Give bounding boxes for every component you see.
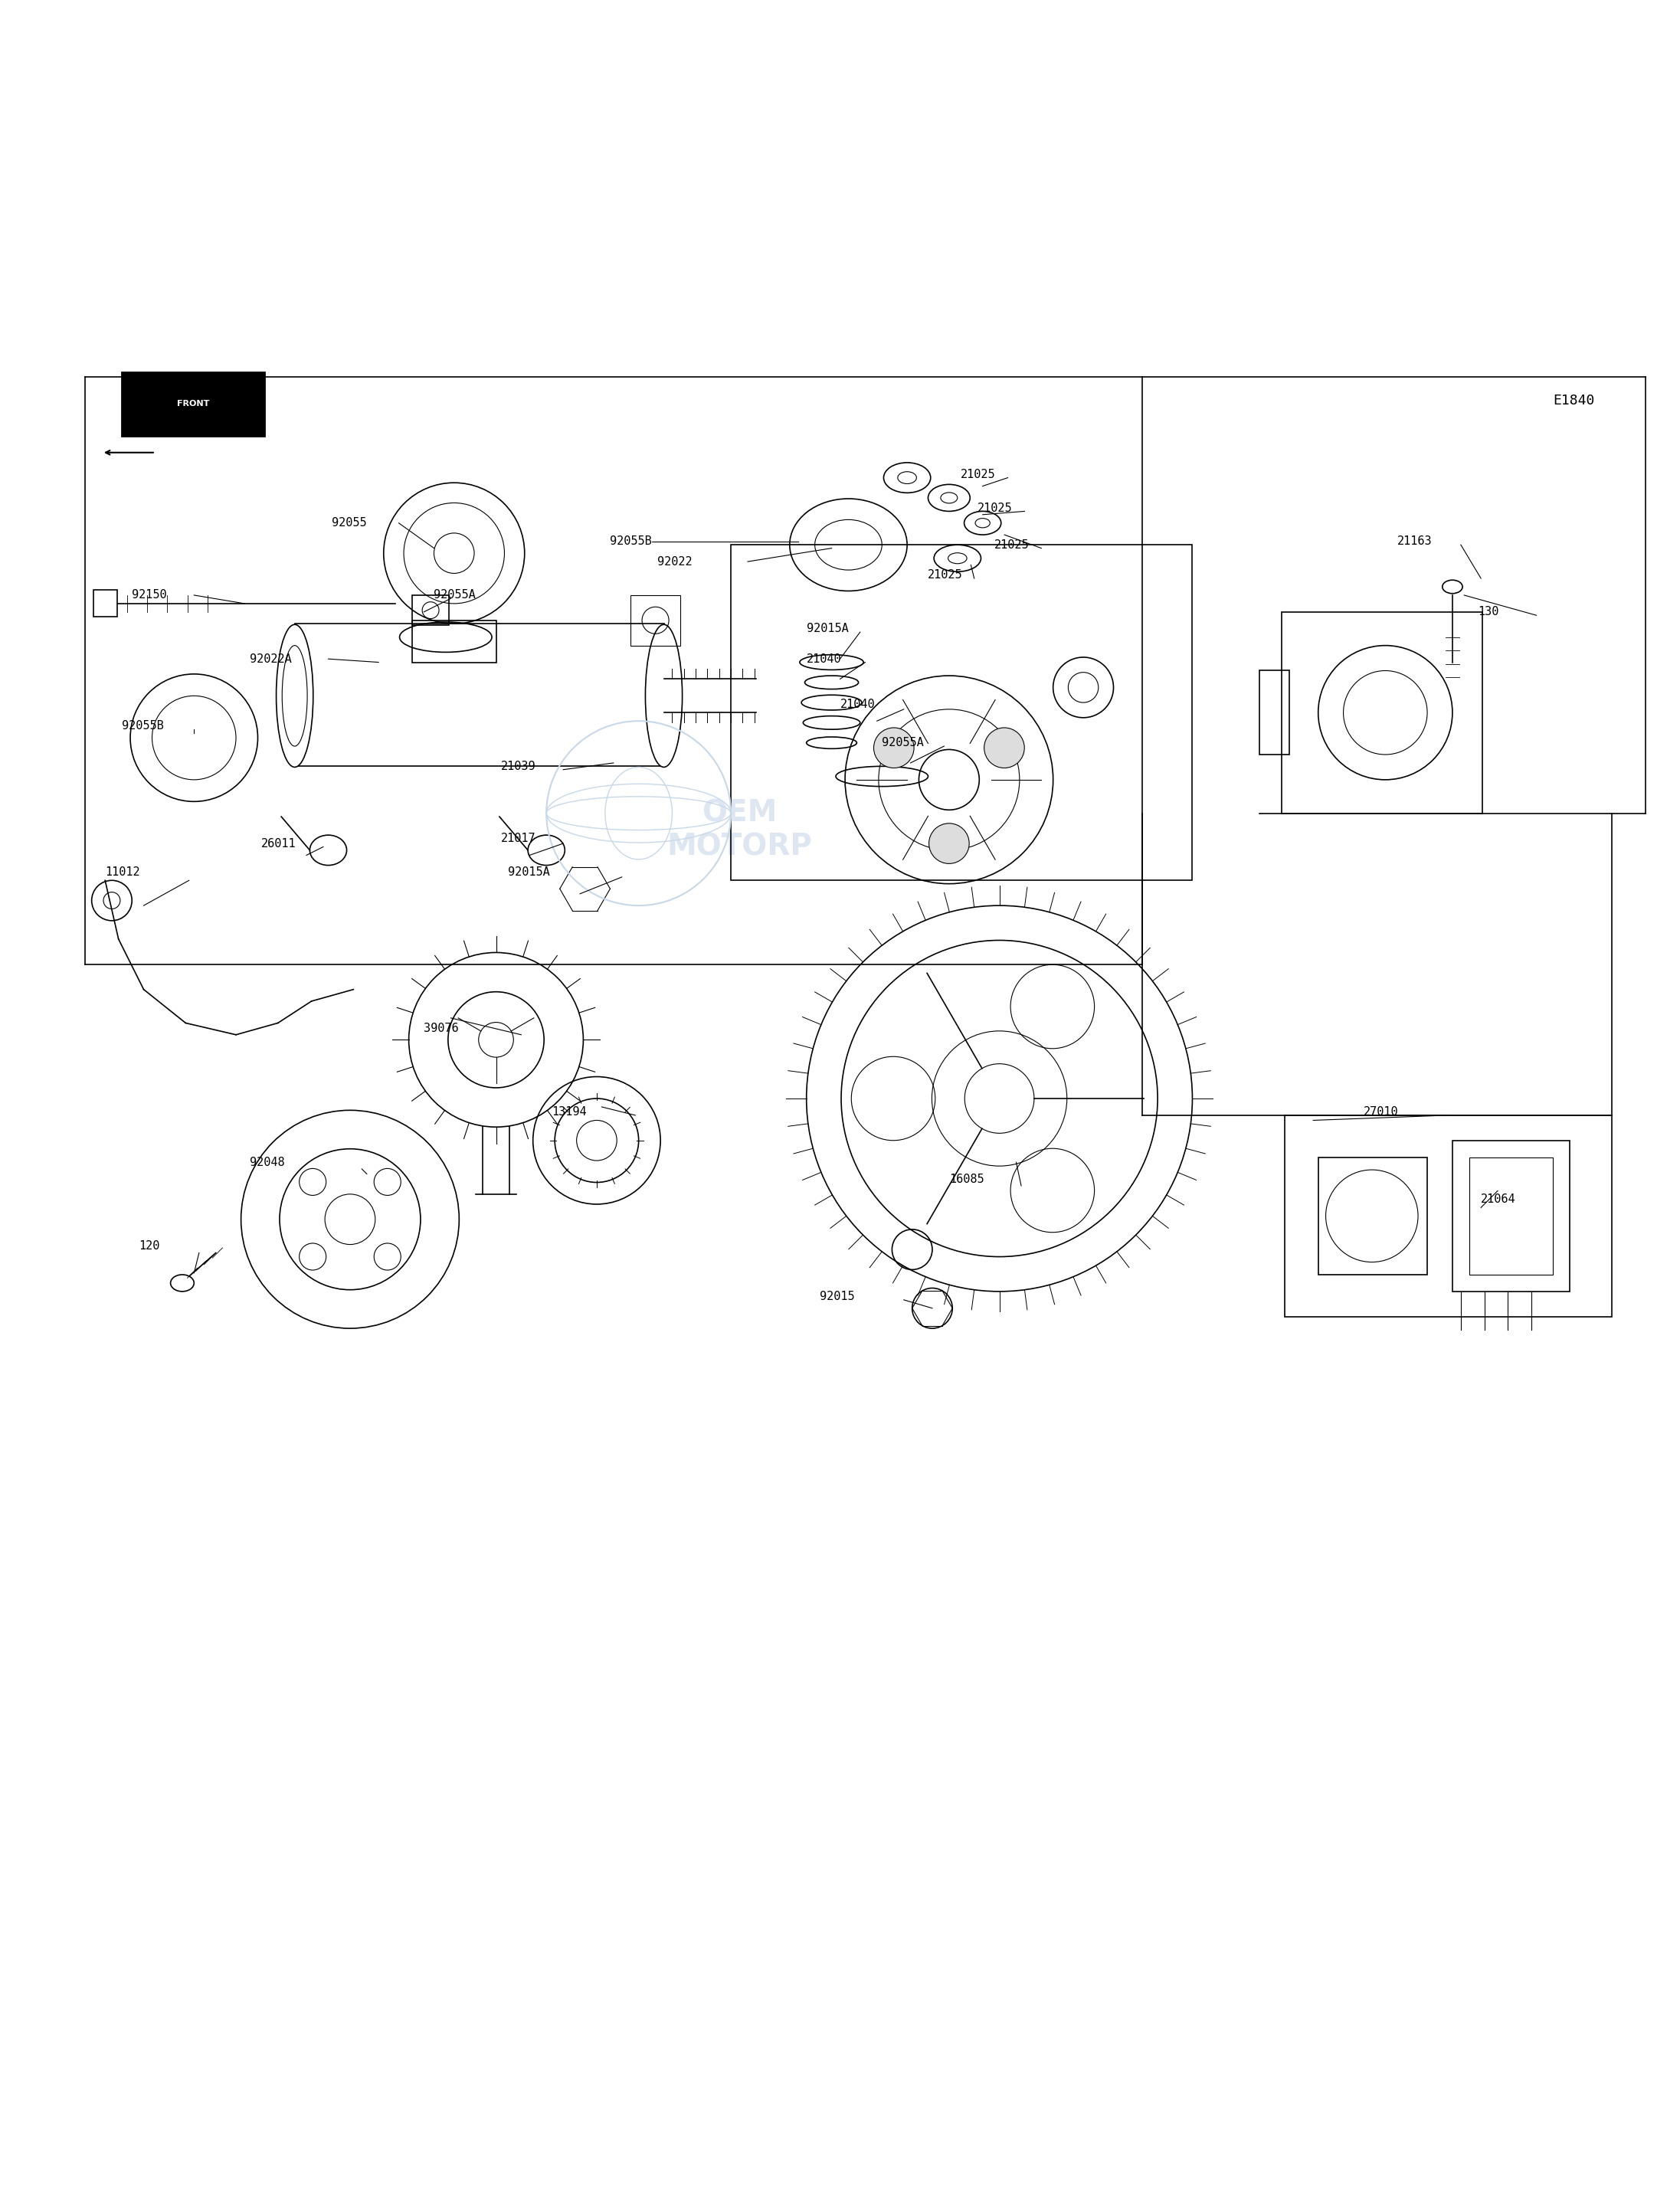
Text: 21163: 21163: [1398, 536, 1431, 547]
Text: 92055: 92055: [331, 516, 366, 529]
Text: 16085: 16085: [949, 1173, 984, 1184]
Bar: [630, 595, 680, 646]
Text: 92055B: 92055B: [123, 721, 165, 732]
Bar: [123, 371, 264, 435]
Bar: [1453, 1140, 1569, 1292]
Text: 92022A: 92022A: [249, 653, 291, 666]
Text: E1840: E1840: [1554, 393, 1594, 409]
Ellipse shape: [645, 624, 682, 767]
Text: 21017: 21017: [501, 833, 536, 844]
Circle shape: [929, 824, 969, 863]
Text: OEM
MOTORP: OEM MOTORP: [667, 800, 811, 861]
Text: 130: 130: [1478, 606, 1499, 617]
Bar: [94, 591, 118, 617]
Text: 21039: 21039: [501, 760, 536, 771]
Bar: [1470, 1158, 1552, 1274]
Text: 39076: 39076: [423, 1022, 459, 1035]
Text: 13194: 13194: [551, 1105, 586, 1118]
Bar: [294, 624, 664, 767]
Circle shape: [984, 727, 1025, 769]
Text: 27010: 27010: [1364, 1105, 1398, 1118]
Text: 21064: 21064: [1482, 1193, 1515, 1204]
Text: 92055B: 92055B: [610, 536, 652, 547]
Text: 92055A: 92055A: [433, 589, 475, 602]
Text: 21025: 21025: [995, 538, 1030, 551]
Circle shape: [874, 727, 914, 769]
Text: 21025: 21025: [978, 503, 1013, 514]
Text: 21025: 21025: [961, 468, 996, 481]
Bar: [412, 620, 496, 661]
Bar: [1260, 670, 1290, 754]
Text: 21040: 21040: [806, 653, 842, 666]
Text: 92015: 92015: [820, 1290, 855, 1303]
Bar: [1285, 1116, 1611, 1316]
Text: 11012: 11012: [106, 866, 139, 879]
Bar: [412, 595, 449, 626]
Text: 92022: 92022: [657, 556, 692, 567]
Bar: [1282, 613, 1483, 813]
Text: FRONT: FRONT: [176, 400, 210, 409]
Text: 92015A: 92015A: [806, 624, 848, 635]
Text: 92048: 92048: [249, 1156, 284, 1169]
Text: 21040: 21040: [840, 699, 875, 710]
Text: 120: 120: [139, 1241, 160, 1252]
Text: 92055A: 92055A: [882, 736, 924, 749]
Text: 26011: 26011: [260, 837, 296, 850]
Bar: [1319, 1158, 1428, 1274]
Text: 21025: 21025: [927, 569, 963, 580]
Ellipse shape: [276, 624, 312, 767]
Bar: [731, 545, 1193, 881]
Text: 92015A: 92015A: [507, 866, 549, 879]
Text: 92150: 92150: [133, 589, 166, 602]
